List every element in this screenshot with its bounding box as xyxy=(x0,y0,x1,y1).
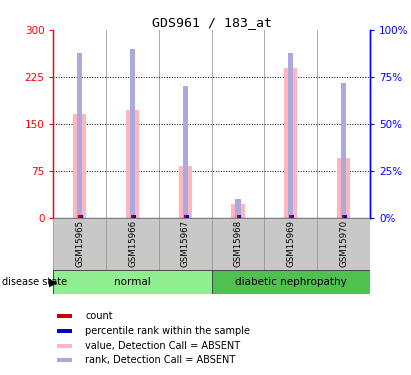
Text: percentile rank within the sample: percentile rank within the sample xyxy=(85,326,250,336)
Bar xyxy=(79,215,81,217)
Bar xyxy=(239,215,242,217)
Bar xyxy=(133,215,136,217)
Bar xyxy=(342,215,345,217)
Bar xyxy=(73,114,86,218)
Text: normal: normal xyxy=(114,277,151,287)
Bar xyxy=(212,270,370,294)
Bar xyxy=(130,49,135,217)
Text: count: count xyxy=(85,311,113,321)
Bar xyxy=(57,358,72,363)
Text: value, Detection Call = ABSENT: value, Detection Call = ABSENT xyxy=(85,340,240,351)
Bar xyxy=(184,215,187,217)
Bar xyxy=(236,199,241,217)
Bar xyxy=(284,68,298,218)
Bar xyxy=(289,215,292,217)
Bar xyxy=(288,53,293,217)
Bar xyxy=(186,215,189,217)
Bar xyxy=(337,158,350,218)
Bar xyxy=(341,82,346,218)
Text: GSM15969: GSM15969 xyxy=(286,220,295,267)
Bar xyxy=(231,204,245,218)
Text: GSM15970: GSM15970 xyxy=(339,220,348,267)
Bar xyxy=(179,166,192,218)
Text: diabetic nephropathy: diabetic nephropathy xyxy=(235,277,346,287)
Text: GSM15967: GSM15967 xyxy=(181,220,190,267)
Text: disease state: disease state xyxy=(2,277,67,287)
Bar xyxy=(57,314,72,318)
Bar xyxy=(182,86,188,218)
Text: GSM15966: GSM15966 xyxy=(128,220,137,267)
Bar xyxy=(81,215,83,217)
Bar xyxy=(237,215,239,217)
Bar xyxy=(126,110,139,218)
Bar xyxy=(57,344,72,348)
Text: GSM15968: GSM15968 xyxy=(233,220,242,267)
Text: GSM15965: GSM15965 xyxy=(75,220,84,267)
Bar xyxy=(291,215,294,217)
Bar xyxy=(57,329,72,333)
Title: GDS961 / 183_at: GDS961 / 183_at xyxy=(152,16,272,29)
Bar xyxy=(77,53,83,217)
Bar xyxy=(344,215,347,217)
Bar xyxy=(131,215,134,217)
Bar xyxy=(53,270,212,294)
Text: ▶: ▶ xyxy=(48,277,57,287)
Text: rank, Detection Call = ABSENT: rank, Detection Call = ABSENT xyxy=(85,356,236,366)
